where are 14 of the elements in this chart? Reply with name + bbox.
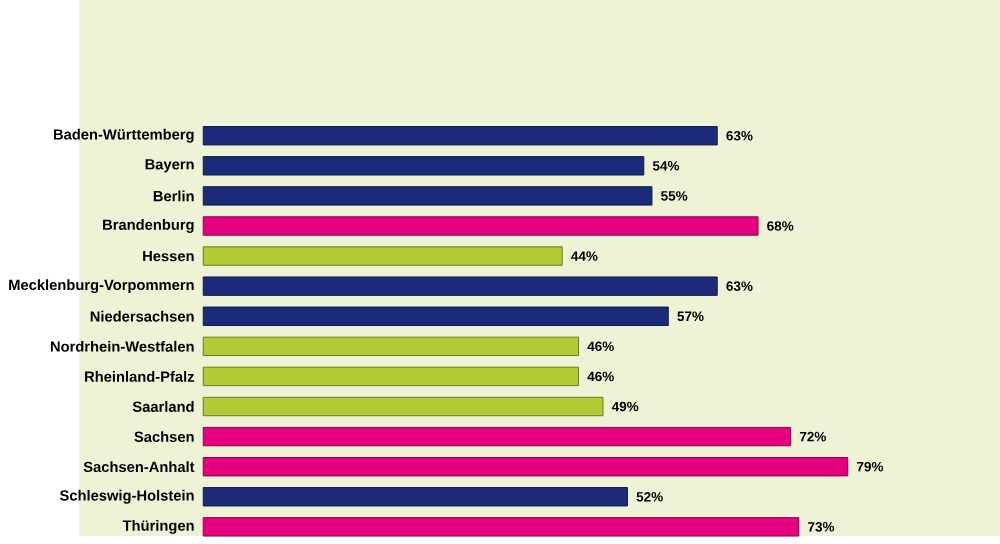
bar <box>202 155 645 176</box>
bar <box>202 396 604 416</box>
bar <box>202 456 849 476</box>
bar <box>202 185 653 206</box>
bar <box>202 245 563 266</box>
bar <box>202 516 800 537</box>
bar <box>202 486 628 507</box>
bar <box>202 276 718 296</box>
bar <box>202 306 669 326</box>
bar <box>202 426 792 446</box>
bar <box>202 215 759 236</box>
bar <box>202 125 718 145</box>
bar <box>202 366 580 386</box>
bar <box>202 336 580 356</box>
